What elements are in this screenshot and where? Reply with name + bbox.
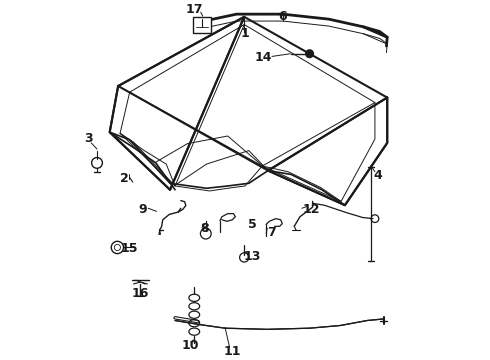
Text: 10: 10 (182, 339, 199, 352)
Text: 2: 2 (120, 172, 128, 185)
Text: 6: 6 (278, 10, 287, 23)
FancyBboxPatch shape (193, 17, 211, 33)
Text: 15: 15 (120, 242, 138, 255)
Text: 3: 3 (84, 132, 93, 145)
Text: 11: 11 (224, 345, 242, 358)
Text: 7: 7 (268, 226, 276, 239)
Text: 9: 9 (139, 203, 147, 216)
Text: 17: 17 (186, 3, 203, 15)
Polygon shape (118, 17, 387, 171)
Text: 4: 4 (373, 169, 382, 182)
Text: 12: 12 (302, 203, 320, 216)
Polygon shape (268, 98, 387, 205)
Text: 14: 14 (255, 51, 272, 64)
Text: 5: 5 (247, 218, 256, 231)
Text: 13: 13 (243, 250, 261, 263)
Text: 1: 1 (241, 27, 249, 40)
Text: 16: 16 (132, 287, 149, 300)
Text: 8: 8 (200, 222, 209, 235)
Circle shape (306, 50, 314, 58)
Polygon shape (110, 17, 244, 190)
